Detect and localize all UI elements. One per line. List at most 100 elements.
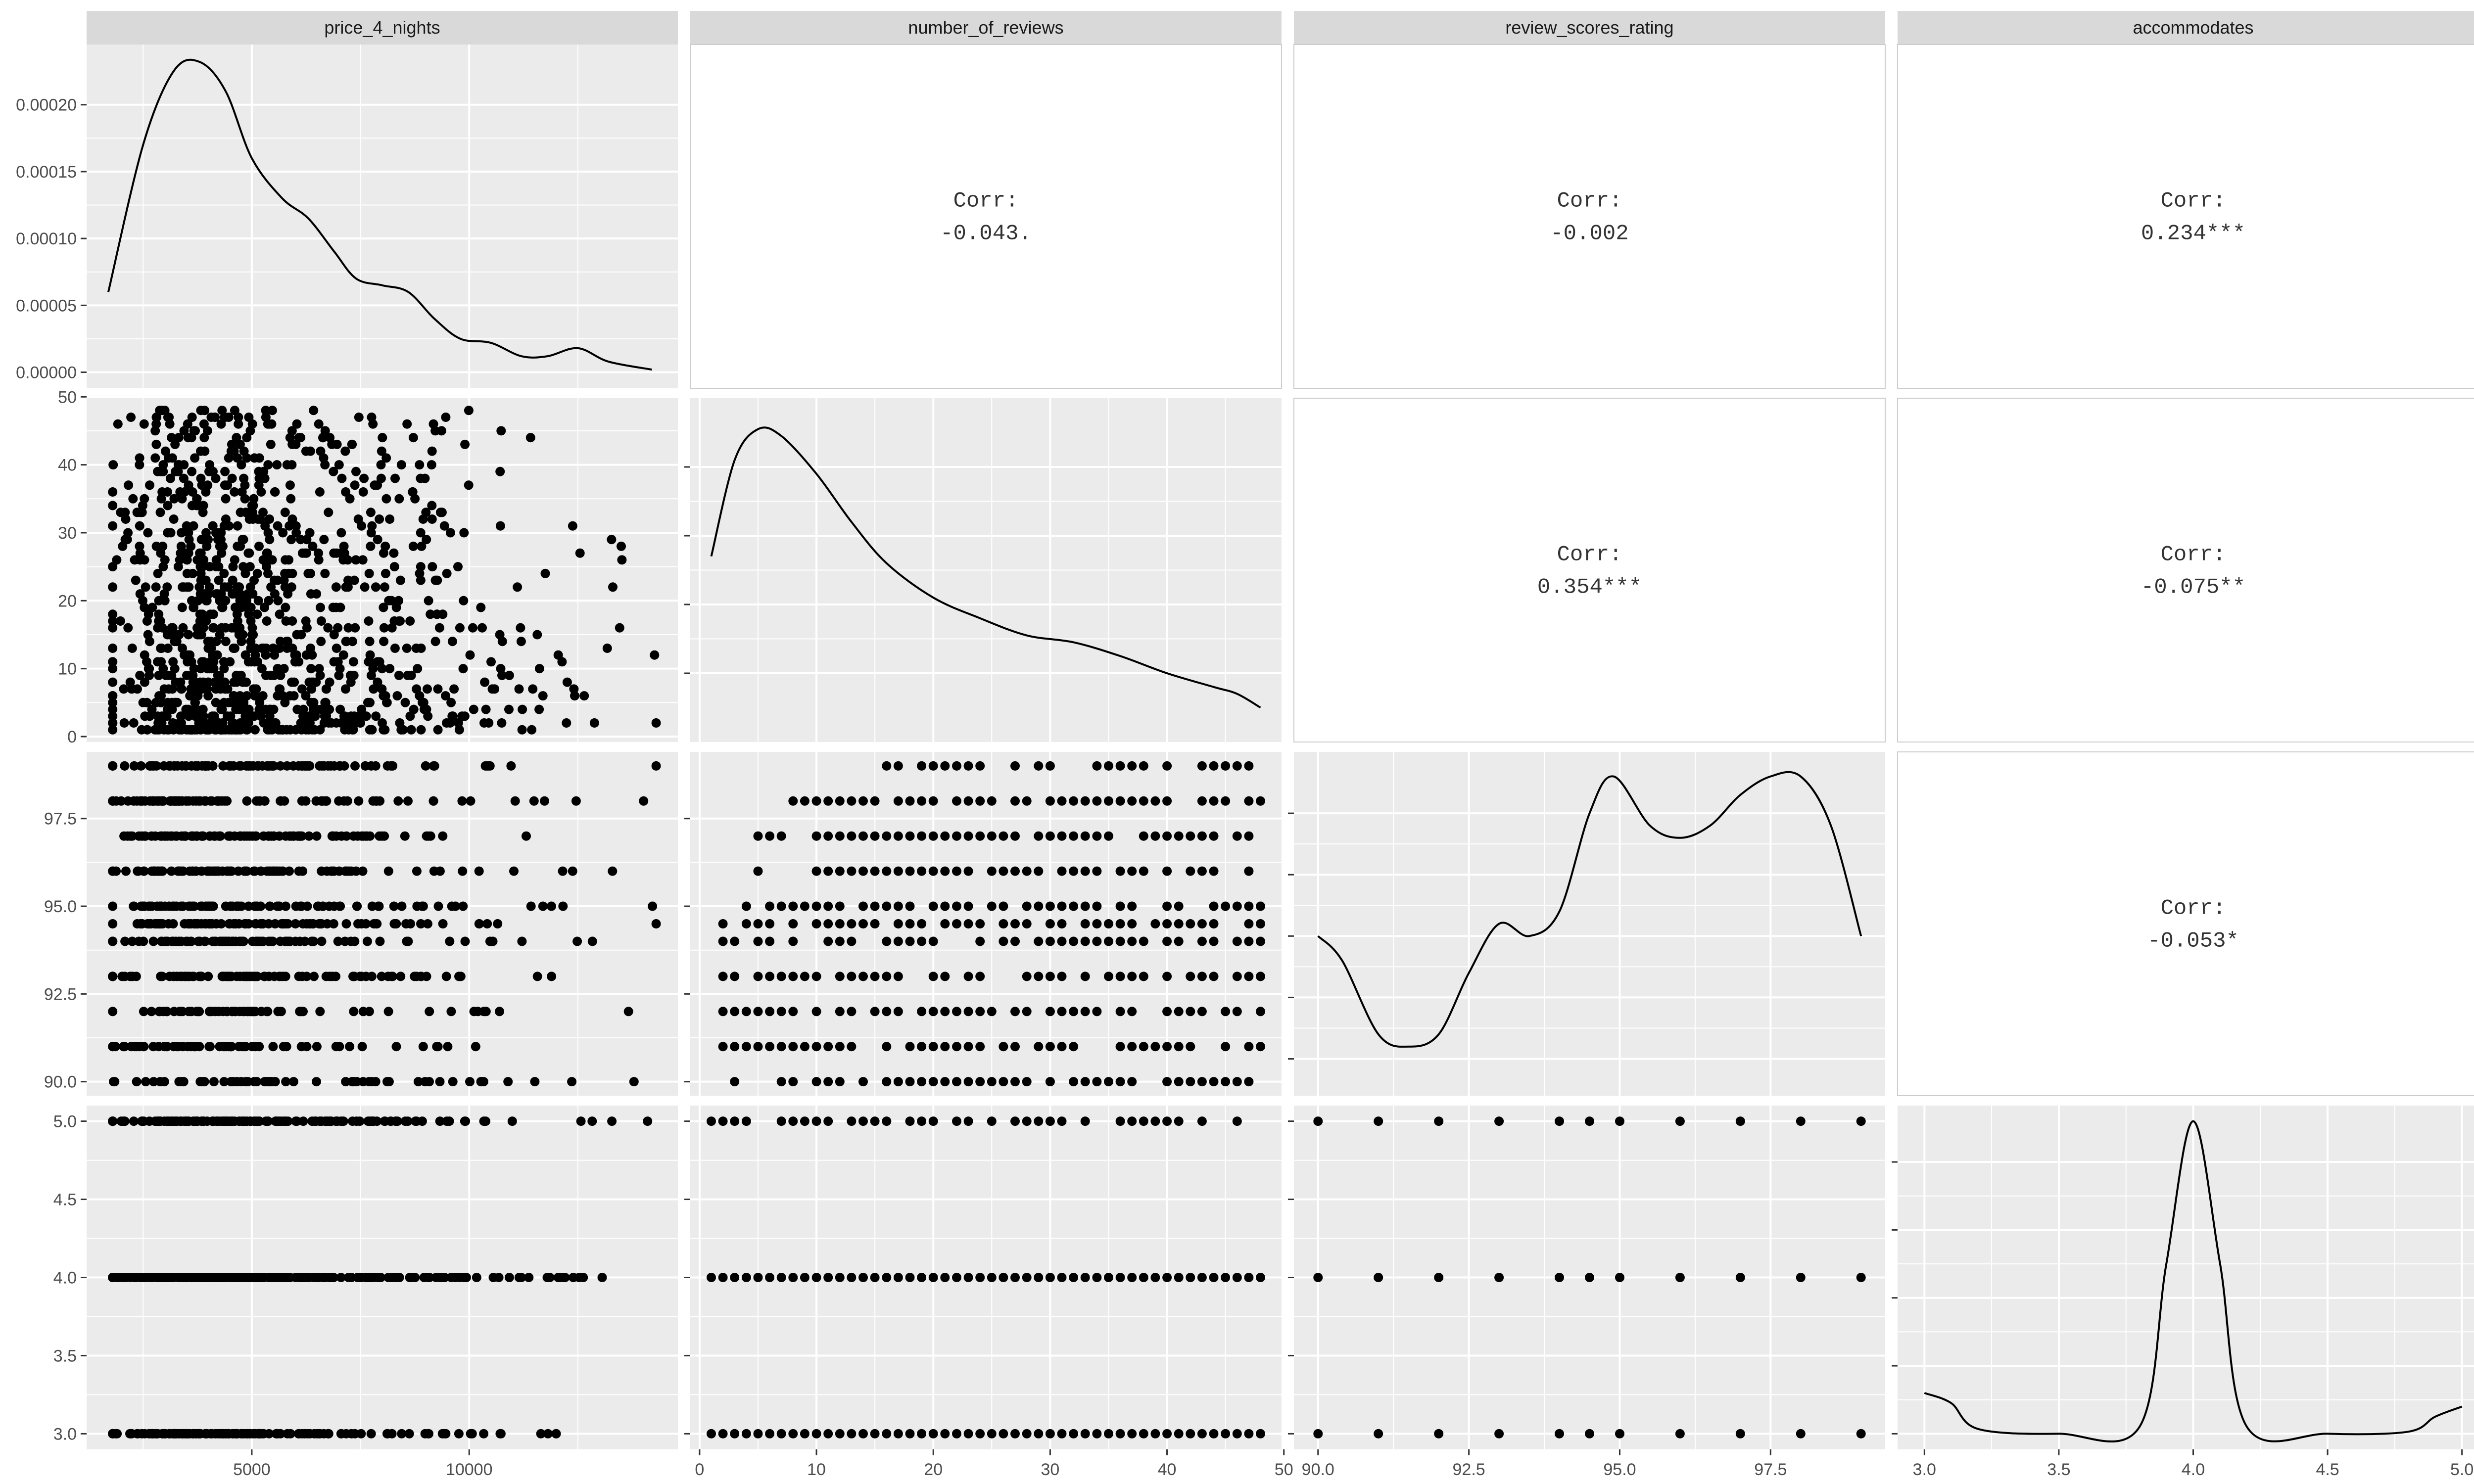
scatter-point-accommodates-vs-price (435, 1116, 445, 1126)
scatter-point-reviews-vs-price (249, 453, 259, 463)
scatter-point-reviews-vs-price (280, 508, 290, 517)
scatter-point-rating-vs-price (629, 1077, 639, 1087)
scatter-point-reviews-vs-price (497, 670, 507, 680)
scatter-point-rating-vs-price (178, 1042, 188, 1052)
scatter-point-rating-vs-reviews (1104, 831, 1113, 841)
scatter-point-rating-vs-reviews (1022, 901, 1032, 911)
scatter-point-rating-vs-reviews (765, 1042, 775, 1052)
scatter-point-reviews-vs-price (205, 609, 215, 619)
scatter-point-rating-vs-price (307, 936, 317, 946)
scatter-point-rating-vs-price (129, 796, 139, 806)
scatter-point-rating-vs-reviews (1197, 831, 1207, 841)
scatter-point-rating-vs-price (211, 919, 221, 928)
scatter-point-rating-vs-reviews (963, 901, 973, 911)
scatter-point-reviews-vs-price (183, 419, 192, 429)
scatter-point-rating-vs-price (108, 901, 118, 911)
y-tick-label: 0.00010 (16, 230, 77, 248)
scatter-point-reviews-vs-price (422, 535, 431, 545)
scatter-point-rating-vs-price (260, 796, 270, 806)
scatter-point-reviews-vs-price (373, 677, 382, 687)
scatter-point-reviews-vs-price (240, 650, 250, 660)
scatter-point-reviews-vs-price (165, 473, 175, 483)
scatter-point-rating-vs-price (412, 866, 422, 876)
scatter-point-accommodates-vs-reviews (1162, 1273, 1172, 1282)
scatter-point-reviews-vs-price (306, 589, 316, 599)
scatter-point-rating-vs-reviews (1069, 1042, 1079, 1052)
scatter-point-accommodates-vs-price (460, 1116, 470, 1126)
scatter-point-reviews-vs-price (141, 582, 150, 592)
scatter-point-reviews-vs-price (308, 541, 318, 551)
scatter-point-rating-vs-reviews (1115, 901, 1125, 911)
scatter-point-accommodates-vs-price (454, 1429, 464, 1438)
scatter-point-reviews-vs-price (453, 718, 463, 728)
scatter-point-rating-vs-price (146, 1007, 156, 1017)
scatter-point-reviews-vs-price (118, 541, 128, 551)
scatter-point-rating-vs-reviews (893, 866, 903, 876)
scatter-point-accommodates-vs-reviews (847, 1116, 856, 1126)
scatter-point-rating-vs-reviews (975, 972, 985, 981)
scatter-point-accommodates-vs-rating (1675, 1116, 1685, 1126)
scatter-point-rating-vs-reviews (870, 866, 880, 876)
scatter-point-accommodates-vs-price (199, 1273, 209, 1282)
scatter-point-rating-vs-reviews (1174, 919, 1184, 928)
scatter-point-rating-vs-reviews (1127, 761, 1137, 771)
scatter-point-reviews-vs-price (464, 406, 474, 416)
scatter-point-reviews-vs-price (224, 725, 234, 735)
scatter-point-reviews-vs-price (355, 718, 365, 728)
scatter-point-reviews-vs-price (285, 433, 295, 443)
scatter-point-rating-vs-price (150, 831, 160, 841)
scatter-point-reviews-vs-price (305, 528, 315, 538)
scatter-point-rating-vs-price (538, 901, 548, 911)
scatter-point-rating-vs-reviews (718, 1007, 728, 1017)
scatter-point-reviews-vs-price (420, 704, 429, 714)
scatter-point-rating-vs-reviews (1244, 972, 1254, 981)
scatter-point-accommodates-vs-reviews (823, 1273, 833, 1282)
scatter-point-accommodates-vs-price (232, 1429, 242, 1438)
scatter-point-rating-vs-price (510, 796, 520, 806)
scatter-point-accommodates-vs-reviews (765, 1429, 775, 1438)
scatter-point-reviews-vs-price (112, 555, 122, 565)
scatter-point-rating-vs-reviews (858, 901, 868, 911)
scatter-point-reviews-vs-price (108, 501, 118, 510)
scatter-point-reviews-vs-price (405, 711, 415, 721)
density-curve-price_4_nights (107, 58, 652, 371)
scatter-point-rating-vs-reviews (1186, 1007, 1195, 1017)
y-tick-label: 4.0 (53, 1269, 77, 1288)
scatter-point-reviews-vs-price (319, 535, 329, 545)
scatter-point-reviews-vs-price (453, 562, 463, 572)
scatter-point-reviews-vs-price (373, 657, 382, 667)
scatter-point-reviews-vs-price (528, 684, 538, 694)
scatter-point-reviews-vs-price (198, 501, 208, 510)
scatter-point-rating-vs-reviews (1244, 796, 1254, 806)
scatter-point-accommodates-vs-reviews (928, 1429, 938, 1438)
scatter-point-reviews-vs-price (207, 711, 217, 721)
scatter-point-rating-vs-price (139, 1007, 148, 1017)
scatter-point-reviews-vs-price (219, 521, 229, 531)
scatter-point-rating-vs-price (451, 901, 460, 911)
scatter-point-accommodates-vs-price (154, 1116, 164, 1126)
scatter-point-rating-vs-price (309, 972, 319, 981)
scatter-point-accommodates-vs-price (383, 1273, 393, 1282)
scatter-point-rating-vs-reviews (823, 901, 833, 911)
scatter-point-reviews-vs-price (379, 623, 389, 633)
scatter-point-rating-vs-reviews (1115, 796, 1125, 806)
scatter-point-rating-vs-price (354, 796, 364, 806)
scatter-point-reviews-vs-price (221, 494, 231, 504)
scatter-point-accommodates-vs-reviews (811, 1116, 821, 1126)
scatter-point-reviews-vs-price (480, 677, 490, 687)
scatter-point-rating-vs-reviews (1209, 1077, 1219, 1087)
scatter-point-reviews-vs-price (220, 466, 230, 476)
scatter-point-reviews-vs-price (123, 623, 133, 633)
scatter-point-accommodates-vs-price (323, 1429, 333, 1438)
scatter-point-reviews-vs-price (258, 508, 268, 517)
scatter-point-accommodates-vs-price (125, 1429, 135, 1438)
scatter-point-rating-vs-reviews (811, 972, 821, 981)
scatter-point-reviews-vs-price (184, 704, 193, 714)
scatter-point-reviews-vs-price (291, 650, 301, 660)
scatter-point-accommodates-vs-reviews (1092, 1273, 1102, 1282)
scatter-point-accommodates-vs-reviews (1139, 1429, 1148, 1438)
scatter-point-reviews-vs-price (427, 446, 437, 456)
scatter-point-rating-vs-reviews (741, 919, 751, 928)
scatter-point-rating-vs-price (291, 901, 301, 911)
scatter-point-rating-vs-reviews (1209, 972, 1219, 981)
